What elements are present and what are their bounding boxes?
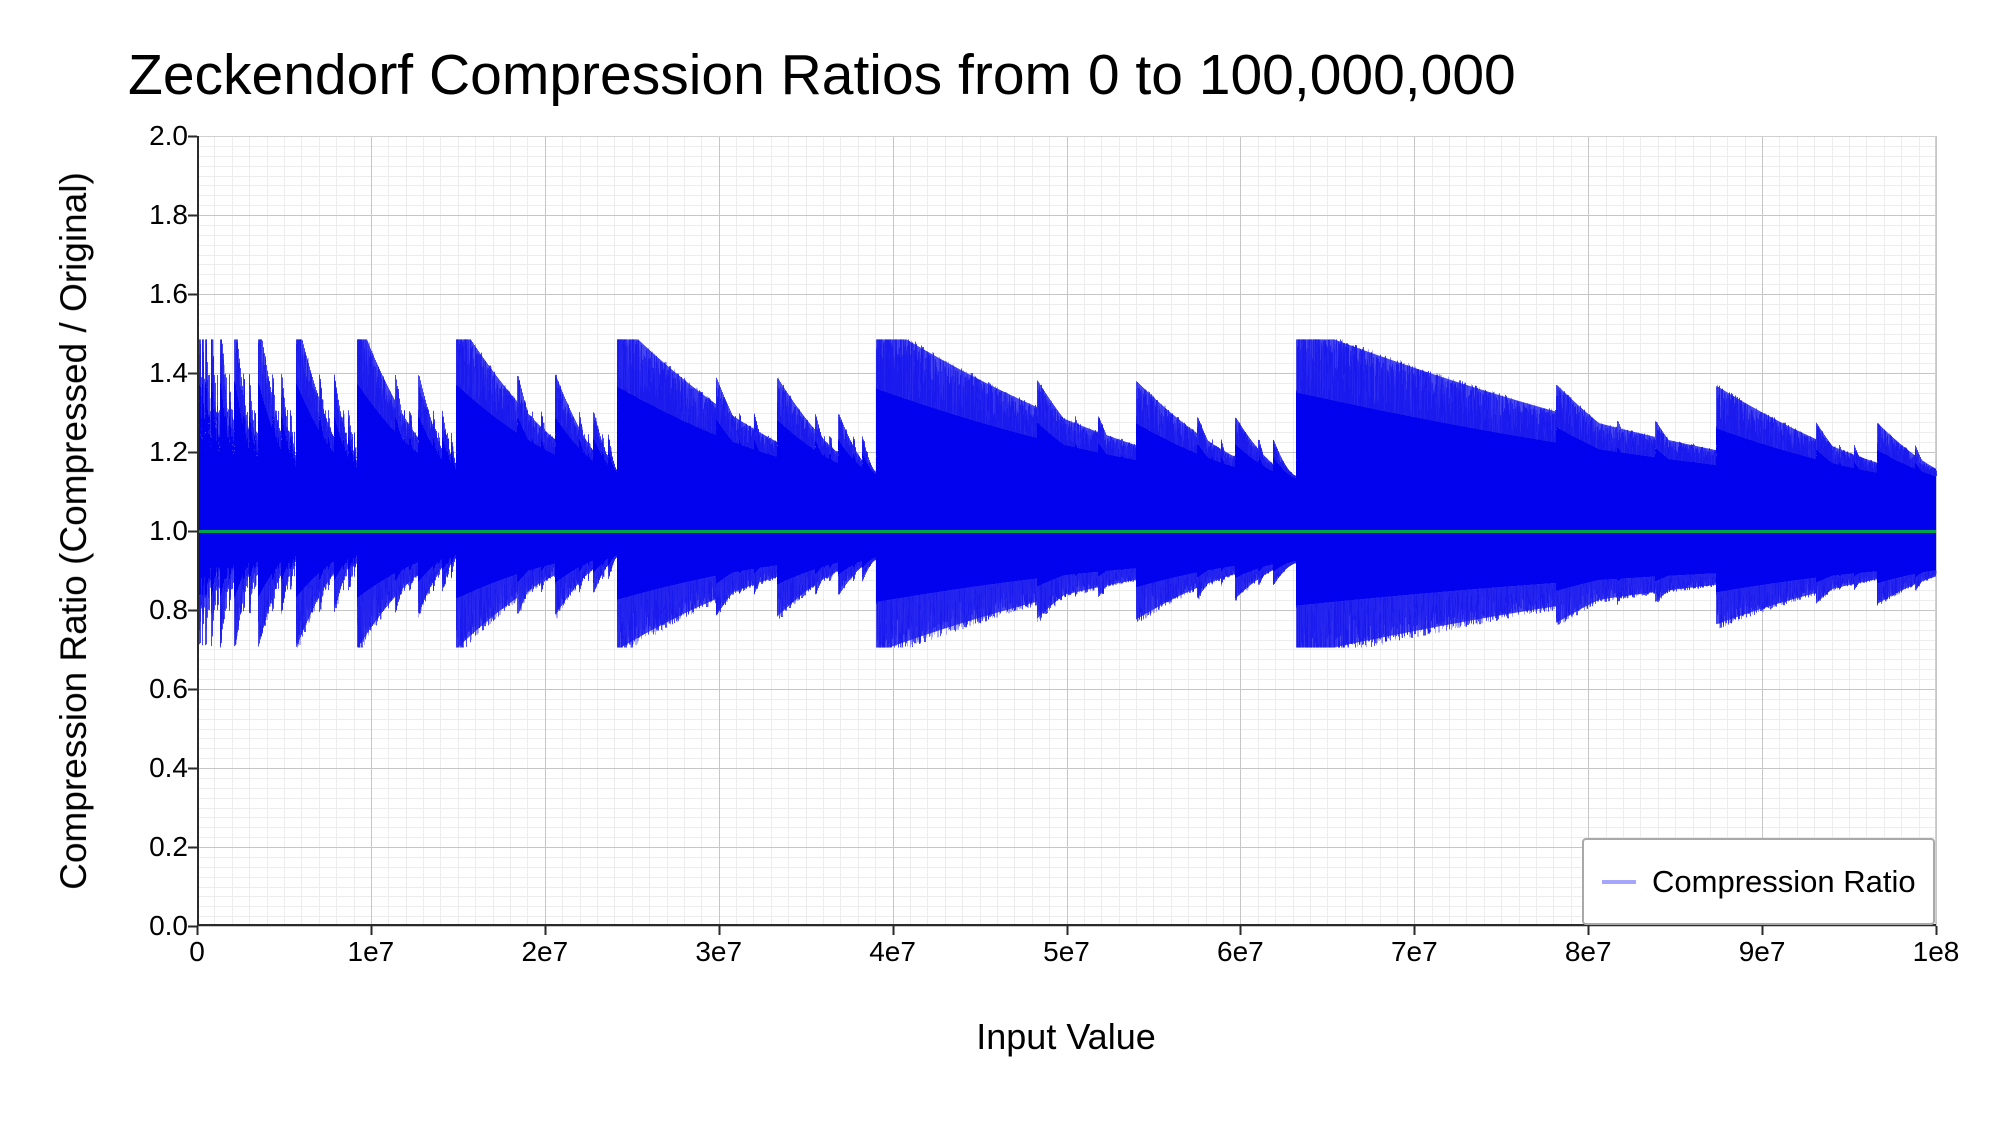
y-tick-label: 0.6 <box>149 673 188 704</box>
x-tick-label: 3e7 <box>695 936 743 967</box>
x-tick-label: 4e7 <box>869 936 916 967</box>
x-tick-label: 7e7 <box>1390 936 1438 967</box>
x-tick-label: 5e7 <box>1043 936 1090 967</box>
y-tick-label: 0.2 <box>149 831 188 862</box>
legend-line-marker <box>1602 879 1636 884</box>
y-tick-label: 1.6 <box>149 278 188 309</box>
chart-title: Zeckendorf Compression Ratios from 0 to … <box>128 43 1516 107</box>
y-tick-label: 1.8 <box>149 199 188 230</box>
y-tick-label: 0.0 <box>149 910 188 941</box>
y-tick-label: 1.2 <box>149 436 188 467</box>
x-tick-label: 1e8 <box>1912 936 1960 967</box>
x-tick-label: 0 <box>189 936 205 967</box>
y-tick-label: 1.0 <box>149 515 188 546</box>
x-tick-label: 2e7 <box>521 936 569 967</box>
y-tick-label: 0.4 <box>149 752 188 783</box>
x-tick-label: 1e7 <box>347 936 395 967</box>
x-axis-label: Input Value <box>976 1016 1156 1057</box>
legend: Compression Ratio <box>1582 838 1935 925</box>
x-tick-label: 6e7 <box>1217 936 1264 967</box>
y-axis-label: Compression Ratio (Compressed / Original… <box>53 172 94 890</box>
x-tick-label: 8e7 <box>1564 936 1612 967</box>
x-tick-label: 9e7 <box>1738 936 1786 967</box>
legend-label: Compression Ratio <box>1652 863 1916 899</box>
y-tick-label: 1.4 <box>149 357 188 388</box>
y-tick-label: 0.8 <box>149 594 188 625</box>
y-tick-label: 2.0 <box>149 120 188 151</box>
